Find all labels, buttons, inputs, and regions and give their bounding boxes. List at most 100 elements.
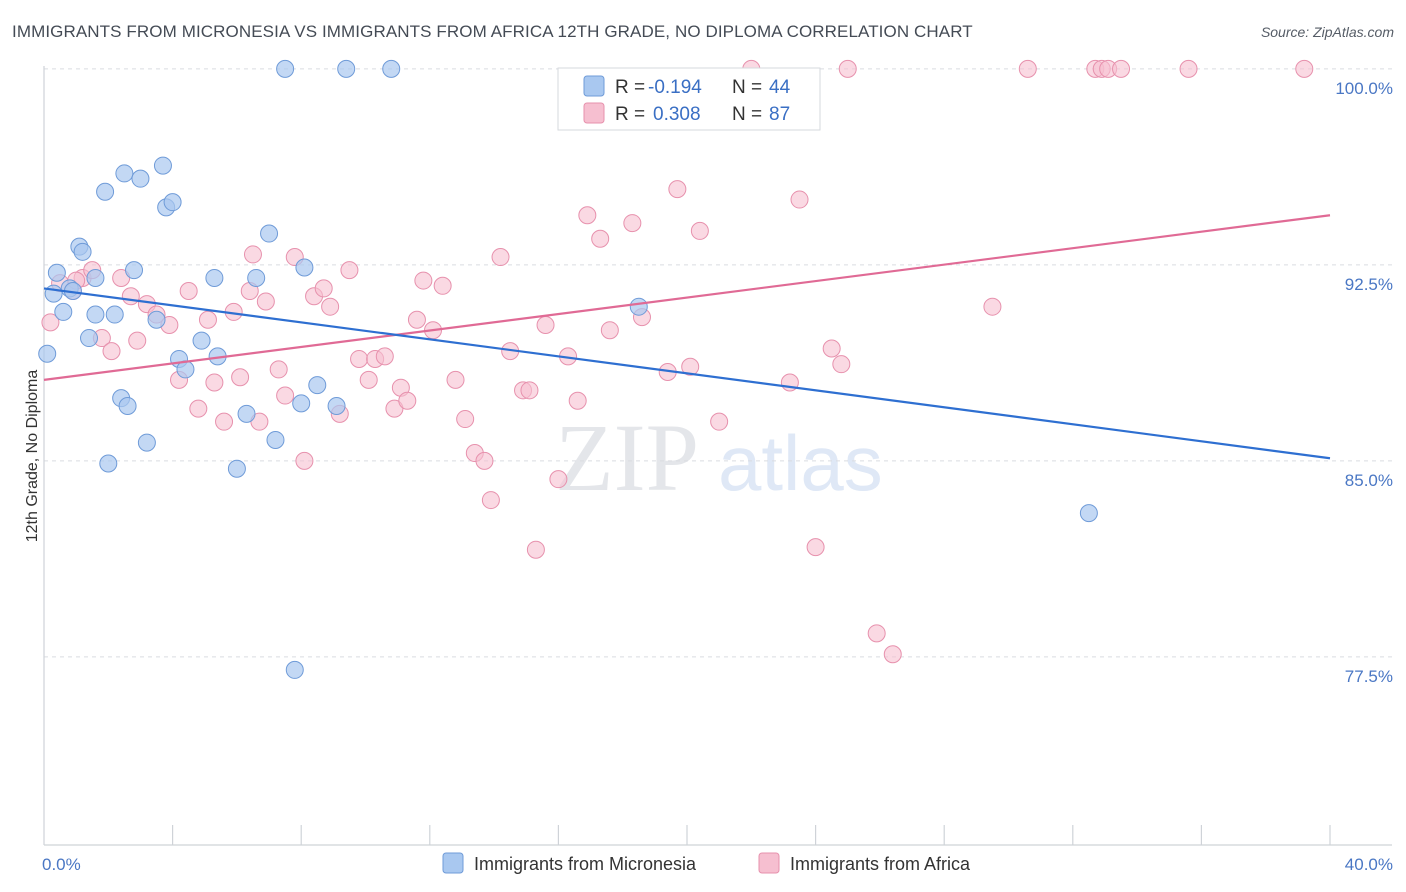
point-micronesia [163,193,182,212]
point-micronesia [337,59,356,78]
point-africa [832,355,851,374]
point-africa [983,297,1002,316]
series-legend: Immigrants from Micronesia Immigrants fr… [442,852,971,874]
point-africa [189,399,208,418]
point-africa [475,451,494,470]
point-micronesia [44,284,63,303]
point-africa [198,310,217,329]
point-africa [822,339,841,358]
point-africa [491,248,510,267]
point-micronesia [54,302,73,321]
chart-source: Source: ZipAtlas.com [1260,24,1394,40]
point-micronesia [73,242,92,261]
trend-line-africa [43,214,1331,381]
legend-r-label-africa: R = [615,104,645,125]
y-tick-label: 92.5% [1345,275,1393,294]
legend-r-label-micronesia: R = [615,77,645,98]
x-tick-label-min: 0.0% [42,855,81,874]
chart-title: IMMIGRANTS FROM MICRONESIA VS IMMIGRANTS… [12,22,973,41]
point-africa [668,180,687,199]
point-micronesia [47,263,66,282]
point-micronesia [308,376,327,395]
point-africa [578,206,597,225]
point-africa [623,214,642,233]
series-africa-points [41,59,1314,664]
y-tick-labels: 100.0% 92.5% 85.0% 77.5% [1335,79,1393,686]
point-africa [398,391,417,410]
point-micronesia [118,396,137,415]
point-africa [591,229,610,248]
series-micronesia-points [38,59,1098,679]
bottom-legend-label-africa: Immigrants from Africa [790,854,971,874]
point-africa [321,297,340,316]
point-africa [456,410,475,429]
point-africa [526,540,545,559]
point-africa [121,287,140,306]
point-africa [1295,59,1314,78]
point-africa [536,315,555,334]
point-micronesia [205,268,224,287]
point-micronesia [327,396,346,415]
point-africa [231,368,250,387]
point-africa [1112,59,1131,78]
point-micronesia [1079,504,1098,523]
watermark-atlas: atlas [718,419,883,507]
point-africa [838,59,857,78]
point-micronesia [292,394,311,413]
point-micronesia [38,344,57,363]
legend-n-value-africa: 87 [769,104,790,125]
gridlines [44,68,1392,658]
point-africa [568,391,587,410]
point-africa [359,370,378,389]
x-ticks [172,825,1331,845]
point-africa [1018,59,1037,78]
x-tick-label-max: 40.0% [1345,855,1393,874]
point-africa [481,491,500,510]
point-africa [690,221,709,240]
point-africa [681,357,700,376]
legend-swatch-micronesia [583,75,605,97]
legend-n-label-africa: N = [732,104,762,125]
point-micronesia [86,305,105,324]
correlation-legend: R = -0.194 N = 44 R = 0.308 N = 87 [557,67,821,131]
y-tick-label: 77.5% [1345,667,1393,686]
point-africa [128,331,147,350]
legend-swatch-africa [583,102,605,124]
point-africa [549,470,568,489]
point-africa [205,373,224,392]
point-micronesia [382,59,401,78]
point-africa [806,538,825,557]
point-micronesia [192,331,211,350]
point-africa [433,276,452,295]
point-micronesia [260,224,279,243]
point-micronesia [147,310,166,329]
point-africa [41,313,60,332]
point-africa [179,282,198,301]
point-micronesia [131,169,150,188]
point-africa [256,292,275,311]
point-africa [600,321,619,340]
point-micronesia [86,268,105,287]
y-tick-label: 85.0% [1345,471,1393,490]
point-africa [414,271,433,290]
point-africa [407,310,426,329]
point-micronesia [285,660,304,679]
point-africa [350,349,369,368]
point-africa [243,245,262,264]
point-africa [790,190,809,209]
point-micronesia [247,268,266,287]
point-africa [314,279,333,298]
point-micronesia [80,329,99,348]
bottom-legend-swatch-micronesia [442,852,464,874]
point-micronesia [276,59,295,78]
point-micronesia [99,454,118,473]
trend-line-micronesia [43,287,1331,460]
axes [43,66,1392,846]
point-micronesia [125,261,144,280]
point-africa [1179,59,1198,78]
point-micronesia [227,459,246,478]
watermark: ZIP atlas [555,404,883,511]
x-tick-labels: 0.0% 40.0% [42,855,1393,874]
bottom-legend-label-micronesia: Immigrants from Micronesia [474,854,697,874]
